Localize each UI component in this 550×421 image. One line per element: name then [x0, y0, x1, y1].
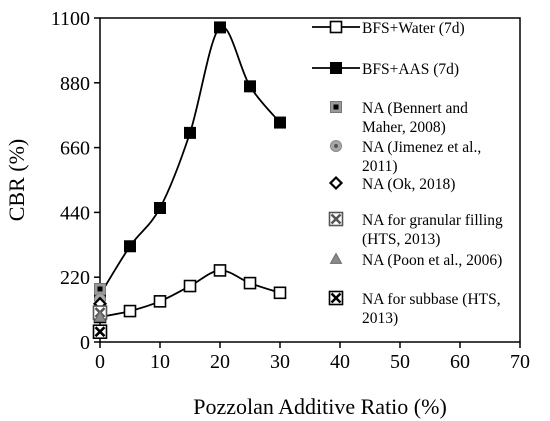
reference-points — [92, 282, 108, 339]
legend-symbol — [328, 211, 344, 227]
square-dot-icon — [97, 286, 103, 292]
data-point — [274, 116, 286, 129]
legend-item: NA for granular filling (HTS, 2013) — [328, 211, 503, 248]
series-layer — [93, 21, 287, 324]
reference-point — [94, 282, 106, 295]
reference-point — [92, 324, 108, 339]
reference-point — [93, 310, 107, 322]
diamond-icon — [328, 175, 344, 191]
x-tick-label: 30 — [270, 351, 290, 373]
data-point — [154, 201, 166, 214]
y-tick-label: 0 — [80, 332, 90, 354]
x-tick-label: 20 — [210, 351, 230, 373]
filled-square-icon — [274, 116, 286, 129]
open-square-icon — [273, 286, 287, 300]
x-tick-label: 70 — [510, 351, 530, 373]
legend-label: NA (Ok, 2018) — [362, 176, 455, 193]
filled-square-icon — [214, 21, 226, 34]
x-tick-label: 50 — [390, 351, 410, 373]
legend-item: NA (Poon et al., 2006) — [329, 252, 502, 269]
legend-item: BFS+AAS (7d) — [312, 61, 459, 78]
legend-label: NA (Poon et al., 2006) — [362, 252, 502, 269]
triangle-icon — [93, 310, 107, 322]
legend-label: BFS+Water (7d) — [362, 20, 465, 37]
open-square-icon — [123, 304, 137, 318]
legend-label: BFS+AAS (7d) — [362, 61, 459, 78]
open-square-icon — [243, 276, 257, 290]
legend-label: NA for granular filling — [362, 212, 503, 229]
x-stroke-icon — [330, 213, 342, 225]
legend-label: 2011) — [362, 158, 398, 175]
legend-label: 2013) — [362, 310, 398, 327]
x-stroke-icon — [330, 292, 342, 304]
y-tick-label: 880 — [60, 73, 90, 95]
x-axis-label: Pozzolan Additive Ratio (%) — [193, 394, 447, 419]
legend: BFS+Water (7d) BFS+AAS (7d) NA (Bennert an… — [312, 20, 503, 327]
y-tick-label: 440 — [60, 202, 90, 224]
legend-symbol — [330, 140, 342, 152]
x-stroke-icon — [94, 326, 106, 338]
legend-label: NA (Bennert and — [362, 100, 468, 117]
legend-symbol — [329, 20, 343, 34]
data-point — [213, 264, 227, 277]
legend-symbol — [328, 175, 344, 191]
x-tick-label: 0 — [95, 351, 105, 373]
data-point — [273, 286, 287, 300]
legend-label: NA for subbase (HTS, — [362, 291, 501, 308]
x-axis: 0 10 20 30 40 50 60 70 — [95, 342, 530, 373]
legend-symbol — [328, 290, 344, 306]
data-point — [243, 276, 257, 290]
y-tick-label: 660 — [60, 138, 90, 160]
data-point — [183, 279, 197, 293]
data-point — [184, 126, 196, 139]
plot-frame — [99, 17, 521, 343]
legend-item: NA (Bennert and Maher, 2008) — [330, 100, 468, 136]
legend-item: NA for subbase (HTS, 2013) — [328, 290, 501, 327]
legend-item: NA (Jimenez et al., 2011) — [330, 139, 481, 175]
y-tick-label: 1100 — [51, 8, 90, 30]
y-axis: 0 220 440 660 880 1100 — [51, 8, 100, 354]
square-dot-icon — [333, 104, 339, 110]
filled-square-icon — [184, 126, 196, 139]
legend-symbol — [330, 101, 342, 113]
x-tick-label: 60 — [450, 351, 470, 373]
triangle-icon — [329, 252, 343, 264]
filled-square-icon — [124, 240, 136, 253]
open-square-icon — [213, 264, 227, 277]
open-square-icon — [153, 295, 167, 308]
legend-label: Maher, 2008) — [362, 119, 446, 136]
open-square-icon — [329, 20, 343, 34]
y-tick-label: 220 — [60, 267, 90, 289]
data-point — [124, 240, 136, 253]
x-tick-label: 10 — [150, 351, 170, 373]
data-point — [244, 80, 256, 93]
data-point — [153, 295, 167, 308]
legend-symbol — [330, 62, 342, 74]
filled-square-icon — [154, 201, 166, 214]
legend-item: BFS+Water (7d) — [312, 20, 465, 37]
open-square-icon — [183, 279, 197, 293]
circle-dot-icon — [334, 144, 338, 148]
x-tick-label: 40 — [330, 351, 350, 373]
filled-square-icon — [244, 80, 256, 93]
legend-label: (HTS, 2013) — [362, 231, 440, 248]
legend-label: NA (Jimenez et al., — [362, 139, 481, 156]
legend-symbol — [329, 252, 343, 264]
data-point — [214, 21, 226, 34]
data-point — [123, 304, 137, 318]
filled-square-icon — [330, 62, 342, 74]
y-axis-label: CBR (%) — [4, 139, 29, 222]
plot-border — [99, 17, 521, 343]
series-line-2 — [99, 25, 281, 296]
legend-item: NA (Ok, 2018) — [328, 175, 455, 193]
